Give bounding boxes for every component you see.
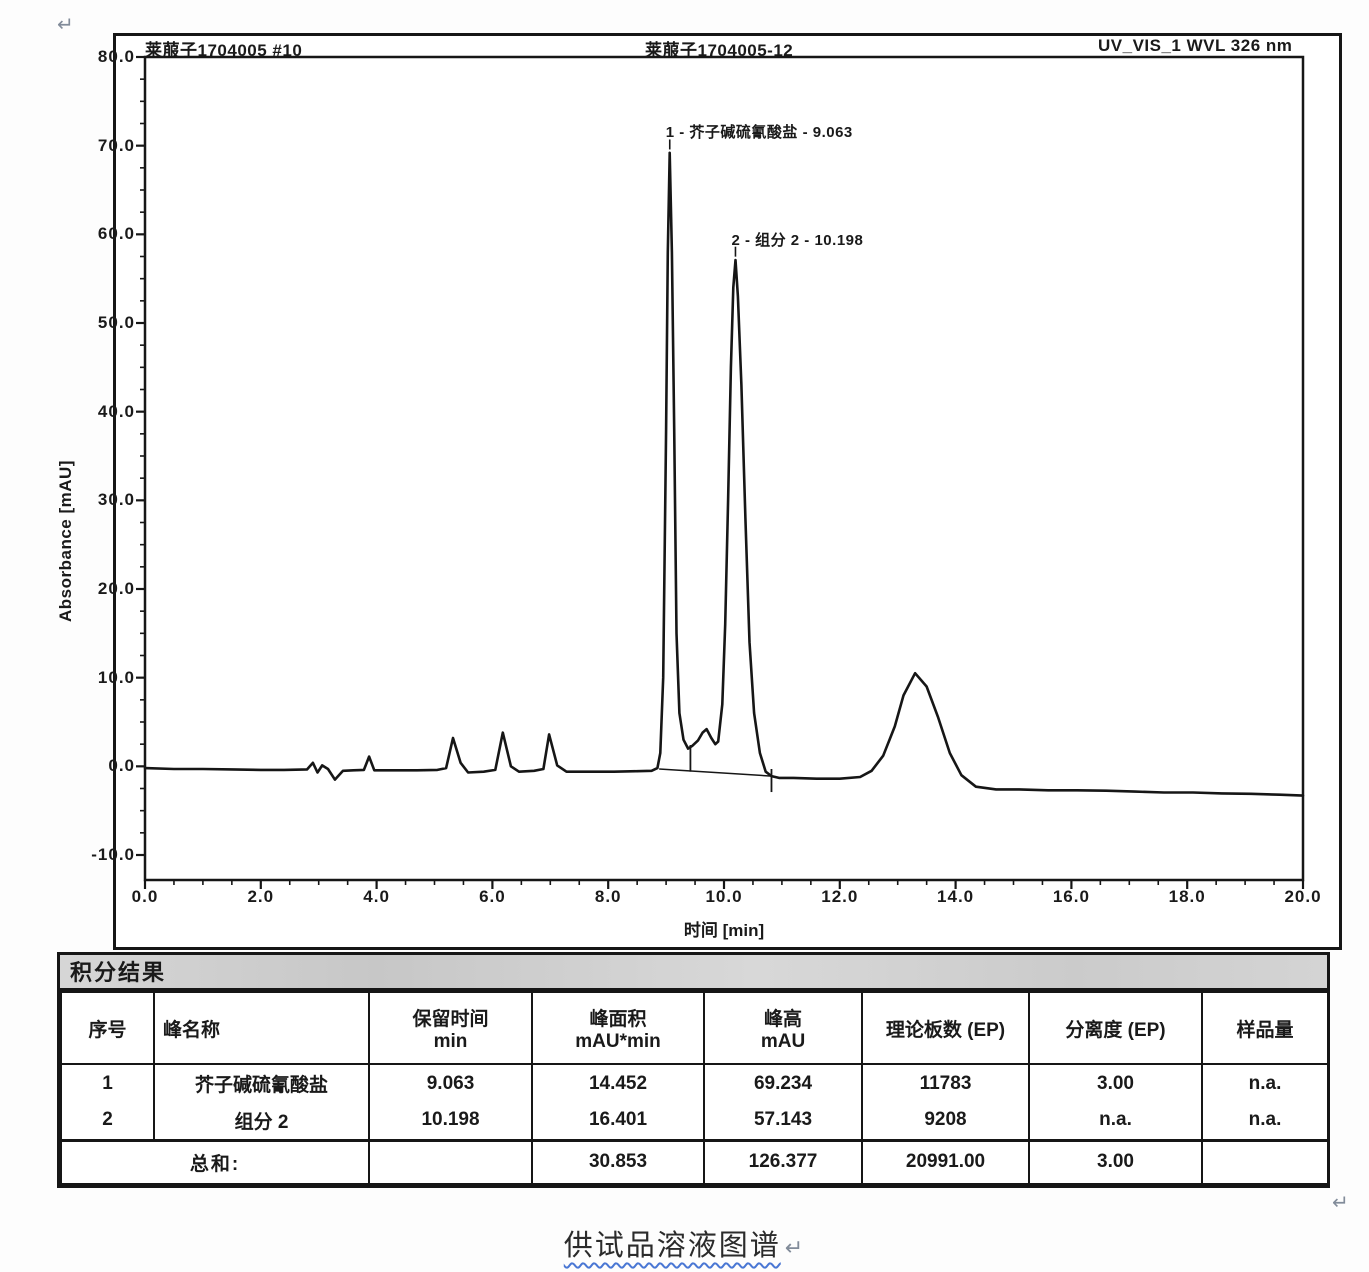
total-retention xyxy=(368,1138,533,1185)
y-axis-title: Absorbance [mAU] xyxy=(56,460,75,622)
col-header-resolution: 分离度 (EP) xyxy=(1028,991,1203,1065)
col-header-plates: 理论板数 (EP) xyxy=(861,991,1030,1065)
ytick-label: 60.0 xyxy=(97,224,135,244)
ytick-label: 50.0 xyxy=(97,313,135,332)
results-table: 序号 峰名称 保留时间 min 峰面积 mAU*min 峰高 mAU 理论板数 (EP… xyxy=(60,991,1329,1185)
cell-no: 1 xyxy=(60,1063,155,1102)
ytick-label: 40.0 xyxy=(97,401,135,421)
xtick-label: 10.0 xyxy=(705,887,743,906)
cell-plates: 11783 xyxy=(861,1063,1030,1102)
detector-channel-label: UV_VIS_1 WVL 326 nm xyxy=(1098,36,1293,55)
total-plates: 20991.00 xyxy=(861,1138,1030,1185)
results-header-row: 序号 峰名称 保留时间 min 峰面积 mAU*min 峰高 mAU 理论板数 (EP… xyxy=(60,991,1329,1065)
cell-amount: n.a. xyxy=(1201,1102,1329,1141)
xtick-label: 12.0 xyxy=(821,887,859,906)
ytick-label: 10.0 xyxy=(97,667,135,687)
xtick-label: 2.0 xyxy=(247,887,275,906)
xtick-label: 16.0 xyxy=(1052,887,1090,906)
xtick-label: 14.0 xyxy=(937,887,975,906)
paragraph-return-mark: ↵ xyxy=(1332,1190,1349,1214)
cell-height: 57.143 xyxy=(703,1102,863,1141)
col-header-height: 峰高 mAU xyxy=(703,991,863,1065)
xtick-label: 8.0 xyxy=(594,887,622,906)
ytick-label: 80.0 xyxy=(97,47,135,66)
ytick-label: 0.0 xyxy=(108,756,135,776)
cell-peak-name: 组分 2 xyxy=(153,1102,370,1141)
col-header-retention: 保留时间 min xyxy=(368,991,533,1065)
cell-retention: 9.063 xyxy=(368,1063,533,1102)
cell-amount: n.a. xyxy=(1201,1063,1329,1102)
xtick-label: 6.0 xyxy=(479,887,506,906)
total-resolution: 3.00 xyxy=(1028,1138,1203,1185)
table-row-peak-2: 2 组分 2 10.198 16.401 57.143 9208 n.a. n.… xyxy=(60,1102,1329,1141)
caption-text: 供试品溶液图谱 xyxy=(563,1228,781,1262)
results-title: 积分结果 xyxy=(60,955,1327,991)
xtick-label: 18.0 xyxy=(1168,887,1206,906)
cell-resolution: n.a. xyxy=(1028,1102,1203,1141)
figure-caption: 供试品溶液图谱 ↵ xyxy=(0,1222,1369,1264)
total-label: 总和: xyxy=(60,1138,370,1185)
sample-name-left: 莱菔子1704005 #10 xyxy=(145,41,303,60)
sample-name-middle: 莱菔子1704005-12 xyxy=(645,41,794,60)
total-amount xyxy=(1201,1138,1329,1185)
col-header-no: 序号 xyxy=(60,991,155,1065)
cell-height: 69.234 xyxy=(703,1063,863,1102)
cell-plates: 9208 xyxy=(861,1102,1030,1141)
integration-results-section: 积分结果 序号 峰名称 保留时间 min 峰面积 mAU*min 峰高 mAU 理论板… xyxy=(57,952,1330,1188)
peak-label: 1 - 芥子碱硫氰酸盐 - 9.063 xyxy=(665,124,853,142)
cell-area: 16.401 xyxy=(531,1102,705,1141)
ytick-label: 20.0 xyxy=(97,579,135,598)
cell-area: 14.452 xyxy=(531,1063,705,1102)
xtick-label: 0.0 xyxy=(131,887,159,906)
xtick-label: 4.0 xyxy=(363,887,390,906)
total-height: 126.377 xyxy=(703,1138,863,1185)
x-axis-title: 时间 [min] xyxy=(683,921,765,940)
ytick-label: 30.0 xyxy=(97,490,135,510)
table-row-peak-1: 1 芥子碱硫氰酸盐 9.063 14.452 69.234 11783 3.00… xyxy=(60,1063,1329,1102)
xtick-label: 20.0 xyxy=(1284,887,1322,906)
cell-retention: 10.198 xyxy=(368,1102,533,1141)
cell-peak-name: 芥子碱硫氰酸盐 xyxy=(153,1063,370,1102)
paragraph-return-mark: ↵ xyxy=(57,12,74,36)
cell-no: 2 xyxy=(60,1102,155,1141)
table-total-row: 总和: 30.853 126.377 20991.00 3.00 xyxy=(60,1138,1329,1185)
col-header-area: 峰面积 mAU*min xyxy=(531,991,705,1065)
ytick-label: 70.0 xyxy=(97,135,135,155)
cell-resolution: 3.00 xyxy=(1028,1063,1203,1102)
ytick-label: -10.0 xyxy=(91,845,135,864)
total-area: 30.853 xyxy=(531,1138,705,1185)
paragraph-return-mark: ↵ xyxy=(784,1236,806,1261)
col-header-peak-name: 峰名称 xyxy=(153,991,370,1065)
peak-label: 2 - 组分 2 - 10.198 xyxy=(731,231,864,249)
col-header-amount: 样品量 xyxy=(1201,991,1329,1065)
